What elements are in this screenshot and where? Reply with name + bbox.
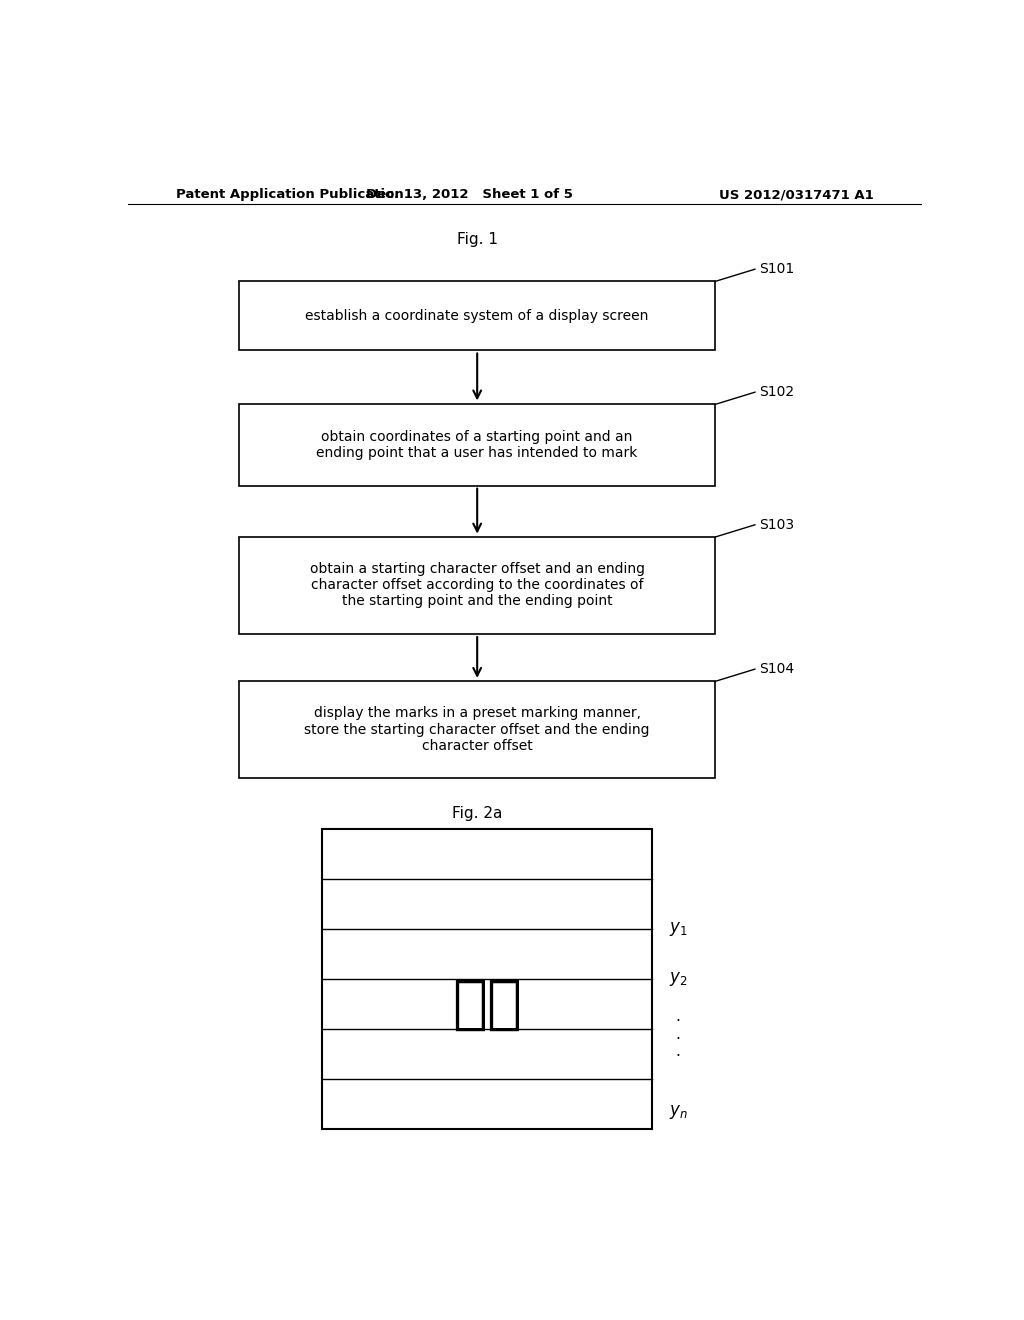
Bar	[240, 281, 715, 351]
Text: Fig. 1: Fig. 1	[457, 232, 498, 247]
Text: Patent Application Publication: Patent Application Publication	[176, 189, 403, 202]
Text: S103: S103	[759, 517, 794, 532]
Text: establish a coordinate system of a display screen: establish a coordinate system of a displ…	[305, 309, 649, 323]
Text: display the marks in a preset marking manner,
store the starting character offse: display the marks in a preset marking ma…	[304, 706, 650, 752]
Text: S104: S104	[759, 663, 794, 676]
Text: S101: S101	[759, 263, 795, 276]
Bar	[323, 829, 651, 1129]
Text: S102: S102	[759, 385, 794, 399]
Text: ·
·
·: · · ·	[676, 1014, 681, 1064]
Bar	[240, 681, 715, 777]
Text: $y_1$: $y_1$	[670, 920, 688, 939]
Text: $y_2$: $y_2$	[670, 970, 688, 989]
Text: $y_n$: $y_n$	[670, 1104, 688, 1121]
Text: US 2012/0317471 A1: US 2012/0317471 A1	[719, 189, 873, 202]
Text: Fig. 2a: Fig. 2a	[452, 807, 503, 821]
Text: obtain a starting character offset and an ending
character offset according to t: obtain a starting character offset and a…	[309, 562, 645, 609]
Text: obtain coordinates of a starting point and an
ending point that a user has inten: obtain coordinates of a starting point a…	[316, 430, 638, 461]
Bar	[240, 537, 715, 634]
Text: Dec. 13, 2012   Sheet 1 of 5: Dec. 13, 2012 Sheet 1 of 5	[366, 189, 572, 202]
Bar	[240, 404, 715, 486]
Text: 屏幕: 屏幕	[453, 975, 522, 1032]
